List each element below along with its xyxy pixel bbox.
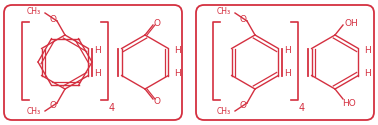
Text: CH₃: CH₃: [217, 108, 231, 116]
Text: 4: 4: [299, 103, 305, 113]
Text: CH₃: CH₃: [217, 8, 231, 16]
Text: H: H: [364, 46, 371, 55]
Text: HO: HO: [342, 98, 356, 108]
Text: O: O: [240, 14, 246, 24]
Text: H: H: [284, 46, 291, 55]
Text: CH₃: CH₃: [27, 8, 41, 16]
Text: O: O: [153, 18, 161, 28]
Text: H: H: [94, 46, 101, 55]
Text: H: H: [174, 69, 181, 78]
Text: O: O: [240, 100, 246, 110]
Text: O: O: [50, 14, 56, 24]
Text: O: O: [50, 100, 56, 110]
Text: CH₃: CH₃: [27, 108, 41, 116]
Text: H: H: [94, 69, 101, 78]
Text: H: H: [364, 69, 371, 78]
Text: 4: 4: [109, 103, 115, 113]
Text: O: O: [153, 96, 161, 106]
Text: H: H: [174, 46, 181, 55]
Text: H: H: [284, 69, 291, 78]
Text: OH: OH: [344, 18, 358, 28]
